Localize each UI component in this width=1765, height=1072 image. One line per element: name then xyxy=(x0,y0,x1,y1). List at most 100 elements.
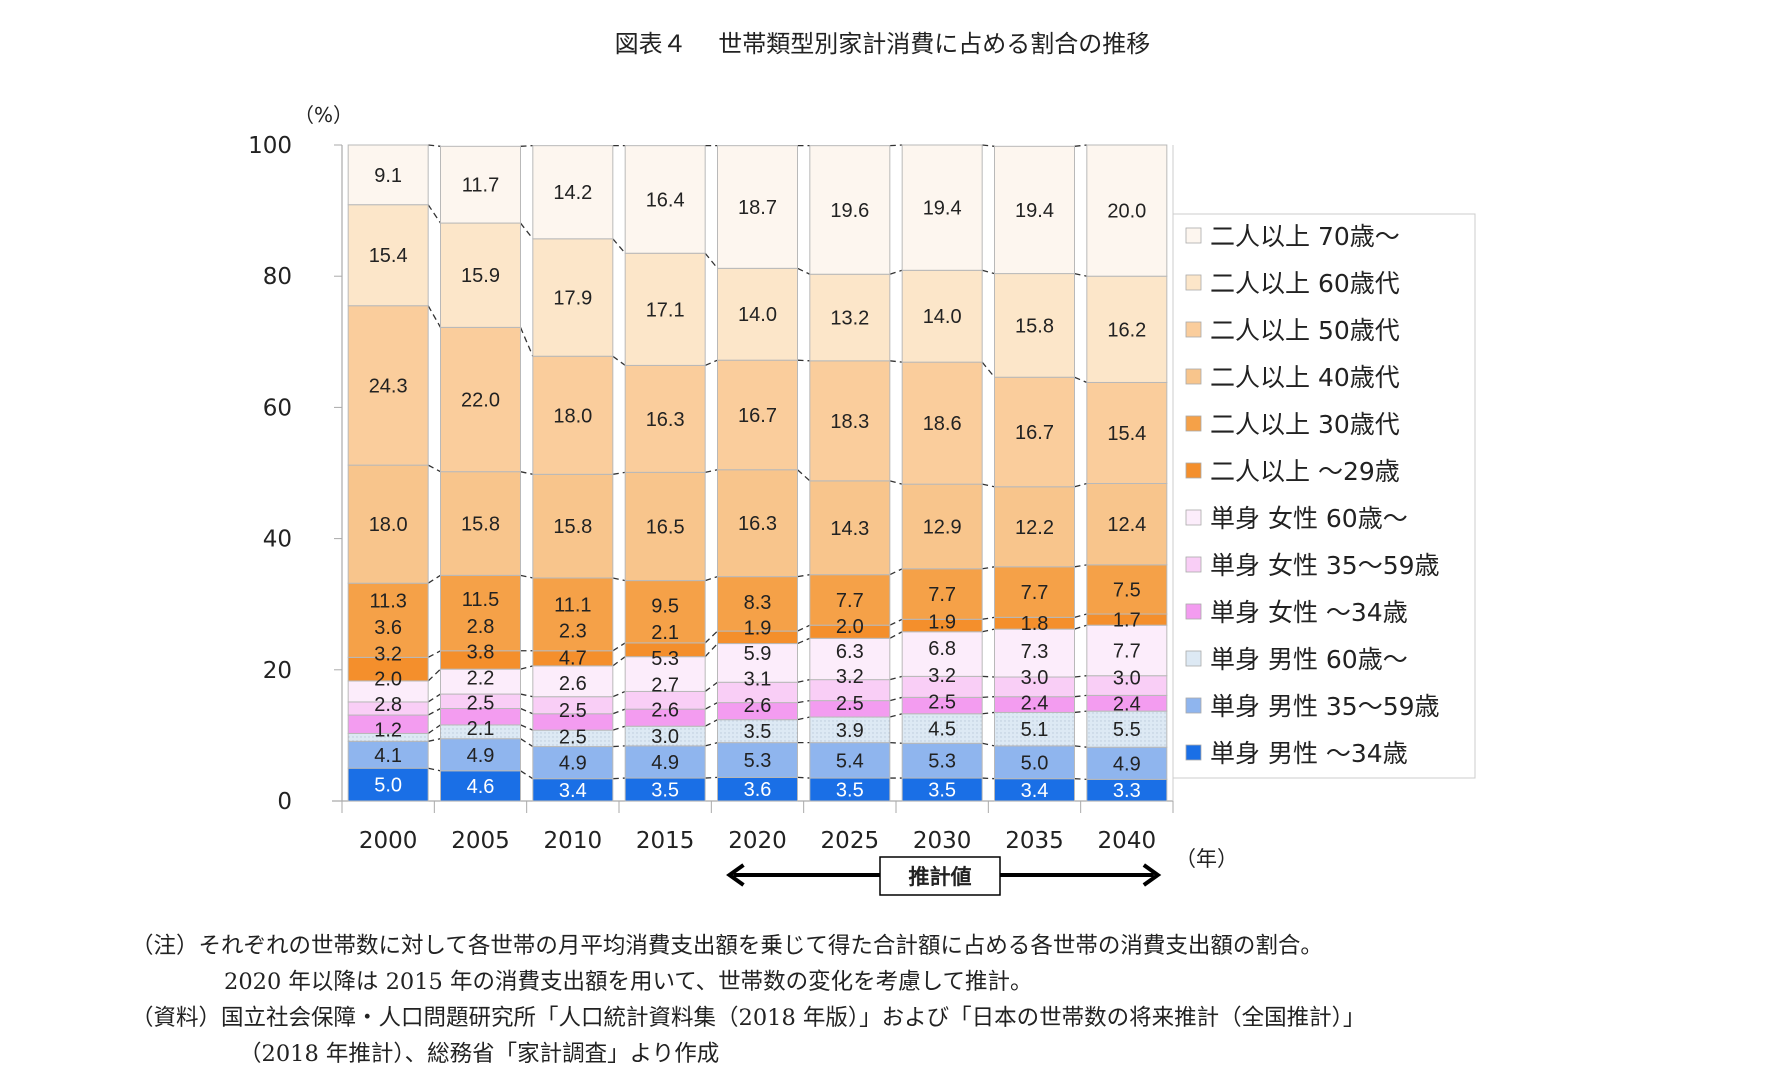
connector-line xyxy=(797,469,811,482)
connector-line xyxy=(704,681,718,692)
connector-line xyxy=(797,267,811,275)
data-label: 3.5 xyxy=(651,780,679,802)
data-label: 14.2 xyxy=(553,182,592,204)
legend-box xyxy=(1172,213,1476,779)
legend-label: 単身 男性 ～34歳 xyxy=(1210,739,1408,768)
data-label: 22.0 xyxy=(461,390,500,412)
connector-line xyxy=(428,144,441,147)
data-label: 16.3 xyxy=(646,409,685,431)
data-label: 3.3 xyxy=(1113,780,1141,802)
data-label: 5.3 xyxy=(928,751,956,773)
connector-line xyxy=(427,724,441,734)
data-label: 6.8 xyxy=(928,638,956,660)
connector-line xyxy=(889,144,903,147)
connector-line xyxy=(428,767,441,772)
bar-segment xyxy=(901,483,983,570)
connector-line xyxy=(520,574,533,579)
connector-line xyxy=(1074,710,1087,714)
connector-line xyxy=(1074,624,1088,630)
connector-line xyxy=(704,741,718,747)
source-line: （2018 年推計）、総務省「家計調査」より作成 xyxy=(239,1041,720,1067)
connector-line xyxy=(427,305,442,328)
data-label: 3.6 xyxy=(374,617,402,639)
bar-segment xyxy=(1086,746,1168,780)
bar-segment xyxy=(347,464,429,584)
connector-line xyxy=(1074,376,1088,384)
legend-swatch xyxy=(1185,744,1202,761)
data-label: 3.5 xyxy=(836,780,864,802)
data-label: 4.9 xyxy=(1113,753,1141,775)
connector-line xyxy=(705,776,718,779)
data-label: 11.3 xyxy=(369,590,406,612)
x-tick-label: 2035 xyxy=(1005,828,1064,854)
data-label: 18.6 xyxy=(923,413,962,435)
y-axis-unit: （%） xyxy=(294,103,353,127)
connector-line xyxy=(704,576,718,582)
data-label: 1.2 xyxy=(374,719,402,741)
connector-line xyxy=(704,702,718,710)
data-label: 5.3 xyxy=(651,648,679,670)
data-label: 18.0 xyxy=(553,405,592,427)
bar-segment xyxy=(1086,564,1168,615)
connector-line xyxy=(797,574,810,578)
data-label: 2.0 xyxy=(374,669,402,691)
arrow-left-icon xyxy=(726,863,745,887)
connector-line xyxy=(1074,613,1088,618)
connector-line xyxy=(612,745,626,748)
bar-segment xyxy=(809,273,891,362)
projection-label-box xyxy=(879,856,1001,896)
data-label: 2.1 xyxy=(467,718,495,740)
data-label: 2.6 xyxy=(651,700,679,722)
bar-segment xyxy=(809,574,891,626)
data-label: 3.8 xyxy=(467,642,495,664)
legend-swatch xyxy=(1185,509,1202,526)
bar-segment xyxy=(809,360,891,482)
legend-label: 単身 男性 35～59歳 xyxy=(1210,692,1440,721)
bar-segment xyxy=(624,656,706,692)
connector-line xyxy=(704,643,718,658)
bar-segment xyxy=(440,770,521,802)
connector-line xyxy=(612,471,626,475)
data-label: 6.3 xyxy=(836,641,864,663)
y-tick-label: 80 xyxy=(263,264,292,290)
bar-segment xyxy=(901,742,983,779)
data-label: 2.8 xyxy=(467,616,495,638)
data-label: 5.9 xyxy=(744,643,772,665)
connector-line xyxy=(981,269,995,275)
connector-line xyxy=(982,711,995,715)
notes: （注）それぞれの世帯数に対して各世帯の月平均消費支出額を乗じて得た合計額に占める… xyxy=(131,928,1365,1072)
bar-segment xyxy=(532,665,614,698)
connector-line xyxy=(520,665,534,670)
y-tick-label: 40 xyxy=(263,527,292,553)
data-label: 4.6 xyxy=(467,776,495,798)
data-label: 7.3 xyxy=(1021,641,1049,663)
bar-segment xyxy=(994,273,1075,378)
data-label: 5.4 xyxy=(836,750,864,772)
data-label: 3.1 xyxy=(744,668,772,690)
legend-label: 二人以上 40歳代 xyxy=(1210,363,1400,392)
data-label: 15.8 xyxy=(1015,315,1054,337)
bar-segment xyxy=(994,486,1075,568)
note-line: 2020 年以降は 2015 年の消費支出額を用いて、世帯数の変化を考慮して推計… xyxy=(224,969,1033,995)
connector-line xyxy=(612,238,626,254)
bar-segment xyxy=(901,568,983,620)
data-label: 1.8 xyxy=(1021,613,1049,635)
connector-line xyxy=(1074,272,1087,277)
data-label: 14.0 xyxy=(923,306,962,328)
data-label: 2.5 xyxy=(467,693,495,715)
x-tick-label: 2030 xyxy=(913,828,972,854)
data-label: 2.8 xyxy=(374,694,402,716)
data-label: 5.5 xyxy=(1113,719,1141,741)
data-label: 3.0 xyxy=(1021,667,1049,689)
data-label: 5.1 xyxy=(1021,719,1049,741)
bar-segment xyxy=(901,631,983,677)
legend-label: 二人以上 30歳代 xyxy=(1210,410,1400,439)
connector-line xyxy=(520,770,534,780)
data-label: 13.2 xyxy=(830,308,869,330)
bar-segment xyxy=(994,566,1075,618)
data-label: 3.4 xyxy=(559,780,587,802)
connector-line xyxy=(1074,675,1087,678)
connector-line xyxy=(612,690,626,698)
connector-line xyxy=(889,480,903,485)
data-label: 11.5 xyxy=(462,589,499,611)
